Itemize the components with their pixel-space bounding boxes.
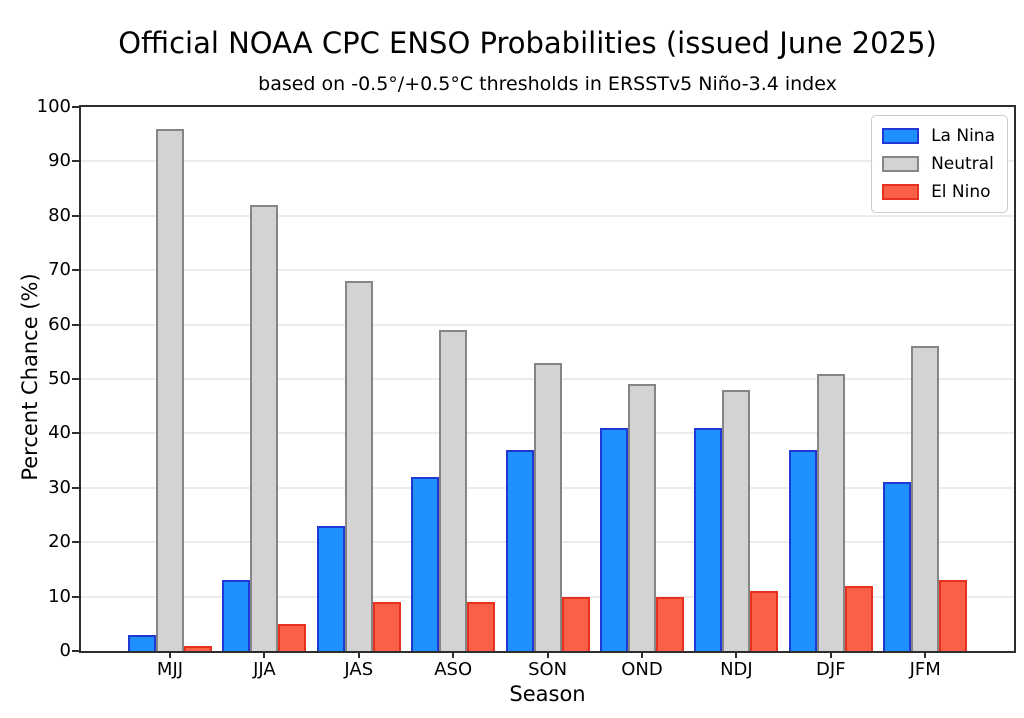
bar-la-nina-jas bbox=[316, 525, 345, 651]
gridline-90 bbox=[81, 160, 1014, 163]
y-tick-label-90: 90 bbox=[48, 150, 71, 172]
bar-neutral-ond bbox=[628, 384, 656, 651]
x-tick-mark-aso bbox=[452, 651, 455, 658]
bar-el-nino-djf bbox=[844, 585, 873, 651]
y-tick-mark-50 bbox=[72, 378, 79, 380]
x-tick-label-jfm: JFM bbox=[909, 659, 941, 680]
x-tick-label-ndj: NDJ bbox=[720, 659, 753, 680]
y-tick-mark-40 bbox=[72, 432, 79, 435]
bar-el-nino-jja bbox=[278, 623, 307, 651]
chart-title: Official NOAA CPC ENSO Probabilities (is… bbox=[118, 26, 937, 60]
x-tick-label-aso: ASO bbox=[434, 659, 473, 680]
gridline-60 bbox=[81, 323, 1014, 326]
x-axis-label: Season bbox=[509, 682, 586, 706]
legend-label-neutral: Neutral bbox=[931, 154, 994, 174]
legend-item-el-nino: El Nino bbox=[882, 182, 995, 202]
bar-neutral-ndj bbox=[722, 389, 751, 651]
y-tick-label-50: 50 bbox=[48, 368, 71, 389]
plot-area: La Nina Neutral El Nino bbox=[79, 105, 1016, 653]
y-tick-label-60: 60 bbox=[48, 313, 71, 335]
y-tick-label-20: 20 bbox=[48, 531, 71, 553]
y-tick-mark-20 bbox=[72, 541, 79, 544]
y-tick-label-40: 40 bbox=[48, 422, 71, 444]
x-tick-label-son: SON bbox=[528, 659, 568, 680]
gridline-70 bbox=[81, 269, 1014, 272]
y-tick-label-70: 70 bbox=[48, 259, 71, 281]
bar-la-nina-jja bbox=[222, 580, 251, 651]
legend-swatch-neutral bbox=[882, 156, 920, 172]
bar-el-nino-jas bbox=[372, 602, 401, 651]
bar-el-nino-ndj bbox=[750, 591, 779, 651]
x-tick-mark-djf bbox=[829, 651, 832, 658]
y-tick-mark-30 bbox=[72, 486, 79, 489]
y-tick-label-30: 30 bbox=[48, 476, 71, 498]
x-tick-mark-jfm bbox=[924, 651, 927, 658]
bar-el-nino-ond bbox=[656, 596, 684, 651]
bar-la-nina-son bbox=[505, 449, 534, 651]
y-tick-mark-10 bbox=[72, 595, 79, 598]
x-tick-label-jja: JJA bbox=[253, 659, 276, 680]
x-tick-mark-jja bbox=[263, 651, 266, 658]
y-tick-label-10: 10 bbox=[48, 585, 71, 607]
bar-la-nina-ndj bbox=[694, 427, 723, 651]
bar-neutral-jja bbox=[250, 204, 279, 651]
x-tick-mark-jas bbox=[357, 651, 360, 658]
y-tick-mark-100 bbox=[72, 106, 79, 108]
bar-neutral-aso bbox=[439, 330, 468, 651]
bar-neutral-son bbox=[533, 362, 562, 651]
gridline-80 bbox=[81, 214, 1014, 217]
y-tick-label-100: 100 bbox=[36, 96, 71, 117]
bar-la-nina-jfm bbox=[883, 482, 912, 651]
x-tick-mark-mjj bbox=[169, 651, 171, 658]
legend-item-neutral: Neutral bbox=[882, 154, 995, 174]
x-tick-label-ond: OND bbox=[621, 659, 663, 680]
bar-el-nino-aso bbox=[467, 602, 496, 651]
legend-item-la-nina: La Nina bbox=[882, 126, 995, 146]
bar-la-nina-aso bbox=[411, 476, 440, 651]
y-tick-mark-80 bbox=[72, 214, 79, 217]
legend: La Nina Neutral El Nino bbox=[871, 115, 1008, 213]
bar-neutral-mjj bbox=[156, 128, 184, 651]
bar-la-nina-mjj bbox=[128, 634, 156, 651]
legend-label-el-nino: El Nino bbox=[931, 182, 991, 202]
x-tick-mark-ond bbox=[641, 651, 643, 658]
x-tick-label-mjj: MJJ bbox=[156, 659, 184, 680]
x-tick-label-djf: DJF bbox=[816, 659, 846, 680]
y-tick-label-80: 80 bbox=[48, 204, 71, 226]
x-tick-mark-ndj bbox=[735, 651, 738, 658]
chart-subtitle: based on -0.5°/+0.5°C thresholds in ERSS… bbox=[258, 73, 837, 95]
bar-neutral-djf bbox=[816, 373, 845, 651]
legend-swatch-la-nina bbox=[882, 128, 920, 144]
bar-la-nina-djf bbox=[788, 449, 817, 651]
legend-swatch-el-nino bbox=[882, 184, 920, 200]
x-tick-label-jas: JAS bbox=[344, 659, 374, 680]
y-tick-mark-70 bbox=[72, 269, 79, 272]
bar-el-nino-mjj bbox=[184, 645, 212, 651]
x-tick-mark-son bbox=[546, 651, 549, 658]
y-tick-mark-60 bbox=[72, 323, 79, 326]
y-tick-mark-0 bbox=[72, 650, 79, 652]
bar-neutral-jas bbox=[344, 281, 373, 651]
legend-label-la-nina: La Nina bbox=[931, 126, 995, 146]
bar-neutral-jfm bbox=[911, 346, 940, 651]
y-tick-mark-90 bbox=[72, 160, 79, 163]
y-tick-label-0: 0 bbox=[59, 640, 71, 661]
bar-el-nino-son bbox=[561, 596, 590, 651]
bar-el-nino-jfm bbox=[939, 580, 968, 651]
bar-la-nina-ond bbox=[600, 427, 628, 651]
